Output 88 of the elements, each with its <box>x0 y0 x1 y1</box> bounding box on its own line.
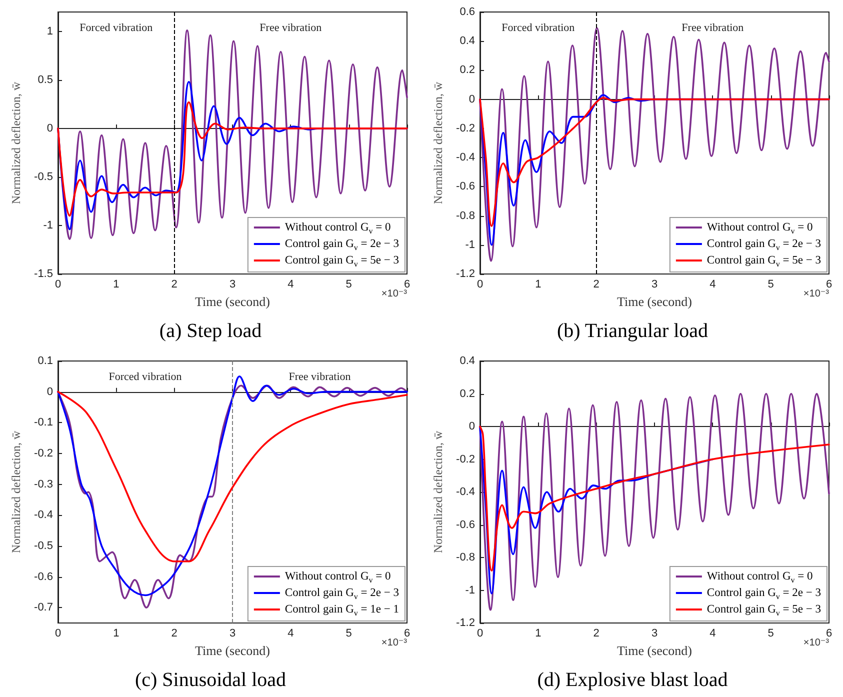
x-tick-label: 3 <box>229 278 236 290</box>
text: ×10⁻³ <box>381 638 408 648</box>
y-tick-label: -0.8 <box>456 552 475 564</box>
text: (d) Explosive blast load <box>537 669 728 691</box>
y-tick-label: 0.2 <box>460 388 475 400</box>
y-axis-title: Normalized deflection, w̄ <box>9 82 23 204</box>
x-tick-label: 1 <box>535 278 542 290</box>
x-tick-label: 0 <box>476 628 484 640</box>
x-tick-label: 5 <box>346 628 352 640</box>
x-tick-label: 4 <box>288 628 294 640</box>
x-axis-title: Time (second) <box>195 294 270 309</box>
annotation: Free vibration <box>682 22 744 34</box>
x-tick-label: 2 <box>593 628 600 640</box>
annotation: Free vibration <box>260 22 322 34</box>
y-tick-label: -0.1 <box>34 416 53 429</box>
x-tick-label: 5 <box>346 278 352 290</box>
y-tick-label: 0 <box>46 122 53 134</box>
annotation: Free vibration <box>288 371 352 383</box>
line-series <box>57 101 408 217</box>
text: (a) Step load <box>159 320 262 342</box>
y-tick-label: 0 <box>46 386 53 398</box>
x-tick-label: 0 <box>54 628 62 640</box>
text: ×10⁻³ <box>803 638 830 648</box>
text: (c) Sinusoidal load <box>134 669 286 691</box>
y-tick-label: -1 <box>465 238 475 251</box>
x-tick-label: 2 <box>171 628 178 640</box>
x-tick-label: 4 <box>710 628 716 640</box>
y-tick-label: -0.6 <box>456 518 475 531</box>
y-tick-label: -1.2 <box>456 617 475 629</box>
y-tick-label: 0.1 <box>38 355 53 367</box>
x-tick-label: 2 <box>171 278 178 290</box>
line-series <box>57 390 408 562</box>
y-tick-label: -0.3 <box>34 478 53 490</box>
x-tick-label: 3 <box>229 628 236 640</box>
y-tick-label: -0.6 <box>456 180 475 193</box>
y-axis-title: Normalized deflection, w̄ <box>431 430 445 554</box>
y-tick-label: -0.4 <box>456 152 475 164</box>
y-tick-label: -0.4 <box>34 509 53 522</box>
y-tick-label: -0.6 <box>34 570 53 583</box>
annotation: Forced vibration <box>80 22 154 34</box>
x-tick-label: 6 <box>826 628 832 640</box>
y-tick-label: -0.2 <box>34 447 53 460</box>
line-series <box>57 30 408 240</box>
x-tick-label: 2 <box>593 278 600 290</box>
y-tick-label: -0.7 <box>34 602 53 614</box>
x-tick-label: 1 <box>113 278 120 290</box>
y-tick-label: -0.4 <box>456 486 475 498</box>
y-tick-label: -1 <box>465 584 475 596</box>
y-tick-label: 0.4 <box>460 355 475 367</box>
line-series <box>479 426 830 572</box>
y-tick-label: -0.5 <box>34 540 53 552</box>
y-tick-label: 0.5 <box>38 74 53 86</box>
y-tick-label: -0.2 <box>456 122 475 134</box>
x-tick-label: 6 <box>404 278 410 290</box>
x-tick-label: 0 <box>54 278 62 290</box>
x-tick-label: 6 <box>404 628 410 640</box>
y-tick-label: 1 <box>46 25 53 38</box>
y-axis-title: Normalized deflection, w̄ <box>431 82 445 204</box>
x-tick-label: 4 <box>288 278 294 290</box>
x-tick-label: 5 <box>768 278 774 290</box>
y-tick-label: -1.2 <box>456 268 475 280</box>
y-tick-label: 0.6 <box>460 6 475 18</box>
x-axis-title: Time (second) <box>617 642 692 658</box>
y-tick-label: -0.2 <box>456 453 475 466</box>
y-tick-label: -1 <box>43 219 53 232</box>
y-tick-label: -1.5 <box>34 268 53 280</box>
x-tick-label: 1 <box>113 628 120 640</box>
text: ×10⁻³ <box>381 288 408 300</box>
x-tick-label: 0 <box>476 278 484 290</box>
y-tick-label: -0.8 <box>456 210 475 222</box>
x-tick-label: 3 <box>651 278 658 290</box>
y-tick-label: 0.4 <box>460 35 475 48</box>
y-tick-label: -0.5 <box>34 170 53 183</box>
x-tick-label: 1 <box>535 628 542 640</box>
text: ×10⁻³ <box>803 288 830 300</box>
annotation: Forced vibration <box>502 22 576 34</box>
x-axis-title: Time (second) <box>617 294 692 309</box>
text: (b) Triangular load <box>556 320 708 342</box>
annotation: Forced vibration <box>108 371 182 383</box>
y-tick-label: 0 <box>468 93 475 106</box>
x-axis-title: Time (second) <box>195 642 270 658</box>
x-tick-label: 4 <box>710 278 716 290</box>
x-tick-label: 6 <box>826 278 832 290</box>
y-axis-title: Normalized deflection, w̄ <box>9 430 23 554</box>
x-tick-label: 5 <box>768 628 774 640</box>
y-tick-label: 0 <box>468 420 475 432</box>
y-tick-label: 0.2 <box>460 64 475 76</box>
x-tick-label: 3 <box>651 628 658 640</box>
